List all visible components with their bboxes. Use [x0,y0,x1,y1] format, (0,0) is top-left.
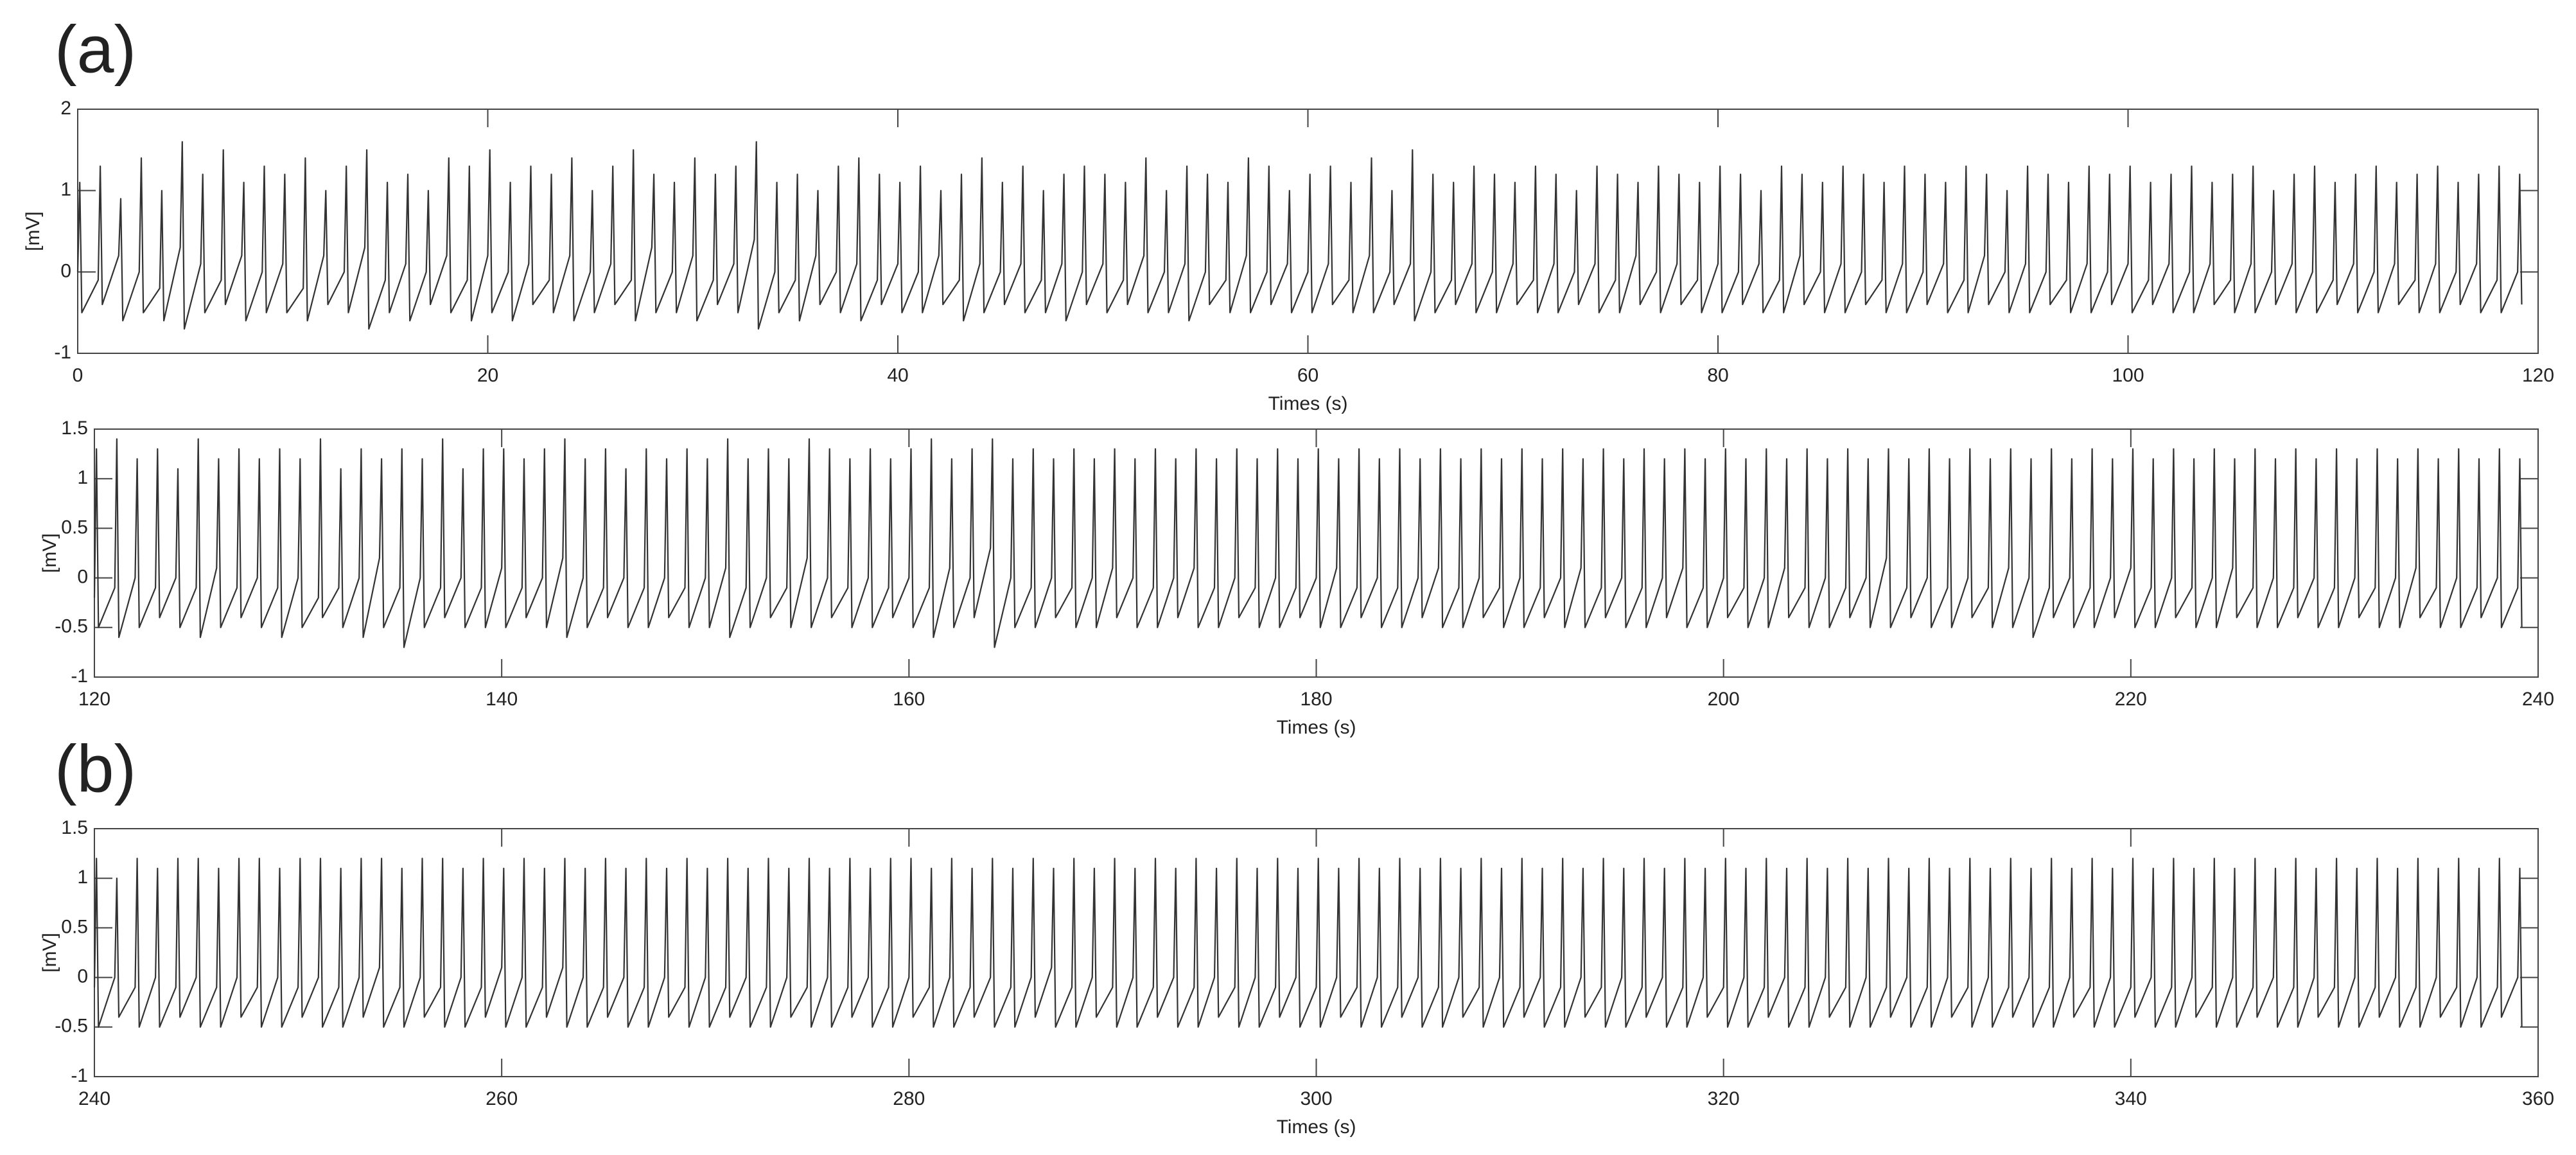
x-tick-label: 280 [893,1088,925,1109]
x-tick-label: 200 [1708,689,1740,710]
x-tick-label: 340 [2115,1088,2147,1109]
x-tick-label: 160 [893,689,925,710]
x-tick-label: 40 [887,365,908,386]
x-tick-label: 120 [78,689,110,710]
x-tick-label: 60 [1297,365,1319,386]
x-tick-label: 260 [486,1088,518,1109]
x-tick-label: 140 [486,689,518,710]
y-tick-label: 0 [77,567,88,588]
y-tick-label: 1 [77,467,88,488]
y-tick-label: -0.5 [55,616,88,637]
y-tick-label: 1.5 [61,817,88,838]
panel-label: (a) [55,12,136,87]
y-tick-label: 0 [77,966,88,987]
x-axis-label: Times (s) [1268,393,1348,414]
y-tick-label: 1.5 [61,418,88,439]
y-tick-label: -1 [54,342,71,363]
x-tick-label: 360 [2522,1088,2554,1109]
y-tick-label: 2 [60,98,71,119]
x-tick-label: 220 [2115,689,2147,710]
y-tick-label: 1 [77,867,88,888]
x-tick-label: 240 [2522,689,2554,710]
ecg-line [93,858,2523,1028]
x-tick-label: 80 [1707,365,1728,386]
y-tick-label: -1 [71,1065,88,1086]
y-axis-label: [mV] [39,533,60,573]
x-tick-label: 120 [2522,365,2554,386]
y-tick-label: -0.5 [55,1016,88,1037]
x-axis-label: Times (s) [1277,1116,1356,1138]
y-tick-label: 0.5 [61,516,88,538]
ecg-line [76,141,2523,330]
y-tick-label: -1 [71,666,88,687]
y-axis-label: [mV] [39,933,60,973]
panel-label: (b) [55,732,136,806]
x-tick-label: 320 [1708,1088,1740,1109]
x-tick-label: 180 [1300,689,1332,710]
x-tick-label: 300 [1300,1088,1332,1109]
y-tick-label: 1 [60,179,71,200]
x-tick-label: 0 [73,365,83,386]
ecg-line [93,438,2523,648]
y-tick-label: 0 [60,260,71,281]
x-tick-label: 100 [2112,365,2144,386]
x-axis-label: Times (s) [1277,717,1356,738]
x-tick-label: 20 [477,365,498,386]
x-tick-label: 240 [78,1088,110,1109]
y-tick-label: 0.5 [61,916,88,937]
y-axis-label: [mV] [22,211,44,251]
